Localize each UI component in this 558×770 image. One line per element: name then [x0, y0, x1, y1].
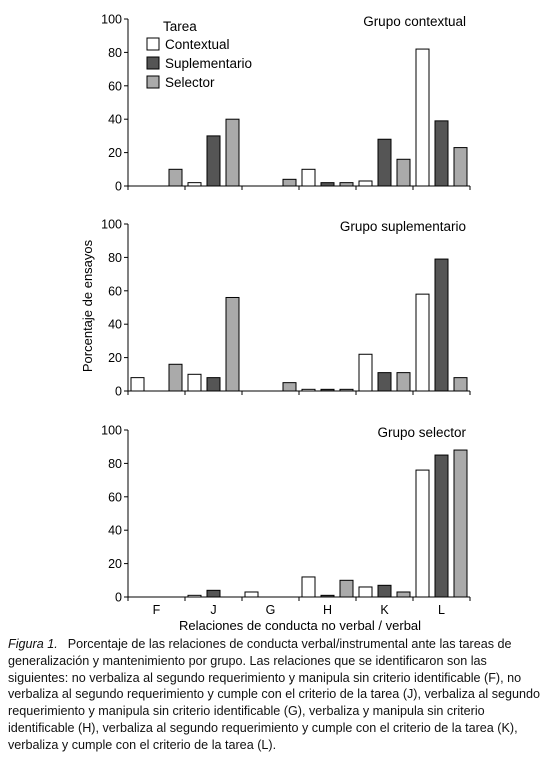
bar-contextual-H — [301, 388, 316, 392]
caption-text: Porcentaje de las relaciones de conducta… — [8, 637, 541, 752]
y-tick-label: 40 — [108, 524, 122, 538]
legend-swatch — [146, 37, 160, 51]
y-tick-label: 100 — [101, 218, 122, 232]
y-tick-label: 80 — [108, 457, 122, 471]
y-tick-label: 40 — [108, 113, 122, 127]
bar-selector-F — [168, 168, 183, 187]
bar-selector-H — [339, 579, 354, 598]
legend-label: Suplementario — [165, 56, 252, 71]
legend: Tarea Contextual Suplementario Selector — [146, 19, 252, 90]
bar-suplementario-J — [206, 135, 221, 187]
bar-selector-K — [396, 158, 411, 187]
bar-suplementario-J — [206, 377, 221, 392]
y-tick-label: 60 — [108, 284, 122, 298]
x-tick-label: K — [380, 603, 389, 617]
y-tick-label: 100 — [101, 13, 122, 27]
bar-selector-H — [339, 388, 354, 392]
y-axis-label: Porcentaje de ensayos — [80, 239, 95, 372]
legend-swatch — [146, 56, 160, 70]
bar-selector-G — [282, 178, 297, 187]
bar-contextual-K — [358, 353, 373, 392]
caption-label: Figura 1. — [8, 637, 58, 651]
legend-swatch — [146, 75, 160, 89]
bar-contextual-F — [130, 377, 145, 392]
y-tick-label: 60 — [108, 490, 122, 504]
y-tick-label: 80 — [108, 251, 122, 265]
bar-suplementario-K — [377, 372, 392, 392]
bar-suplementario-J — [206, 589, 221, 598]
legend-label: Selector — [165, 75, 215, 90]
figure-charts: Porcentaje de ensayos Relaciones de cond… — [80, 13, 471, 632]
x-tick-label: G — [266, 603, 276, 617]
bar-suplementario-K — [377, 138, 392, 187]
bar-selector-K — [396, 372, 411, 392]
bar-suplementario-L — [434, 120, 449, 187]
chart-panels: 0 20 40 60 80 100 Grupo contextual 0 20 40 60 80 100… — [101, 13, 471, 617]
bar-selector-L — [453, 449, 468, 598]
chart-panel-2: 0 20 40 60 80 100 Grupo suplementario — [101, 218, 471, 399]
y-tick-label: 60 — [108, 79, 122, 93]
bar-selector-L — [453, 147, 468, 187]
bar-selector-J — [225, 296, 240, 392]
x-tick-label: J — [210, 603, 216, 617]
y-tick-label: 0 — [115, 591, 122, 605]
legend-title: Tarea — [163, 19, 197, 34]
bar-contextual-H — [301, 576, 316, 598]
y-tick-label: 40 — [108, 318, 122, 332]
x-axis-label: Relaciones de conducta no verbal / verba… — [179, 618, 421, 632]
bar-selector-G — [282, 382, 297, 392]
bar-contextual-L — [415, 293, 430, 392]
bar-selector-L — [453, 377, 468, 392]
bar-suplementario-H — [320, 182, 335, 187]
bar-suplementario-L — [434, 258, 449, 392]
figure-caption: Figura 1. Porcentaje de las relaciones de… — [8, 636, 550, 754]
bar-contextual-H — [301, 168, 316, 187]
bar-contextual-K — [358, 180, 373, 187]
panel-title: Grupo selector — [377, 425, 466, 440]
bar-contextual-J — [187, 373, 202, 392]
y-tick-label: 20 — [108, 146, 122, 160]
x-tick-label: F — [153, 603, 161, 617]
bar-suplementario-H — [320, 594, 335, 598]
bar-selector-J — [225, 118, 240, 187]
y-tick-label: 20 — [108, 557, 122, 571]
bar-contextual-G — [244, 591, 259, 598]
legend-label: Contextual — [165, 37, 230, 52]
bar-contextual-J — [187, 182, 202, 187]
bar-suplementario-K — [377, 584, 392, 598]
y-tick-label: 0 — [115, 385, 122, 399]
chart-panel-3: 0 20 40 60 80 100 F J G H K L Grupo selector — [101, 424, 471, 617]
x-tick-label: H — [323, 603, 332, 617]
bar-contextual-K — [358, 586, 373, 598]
panel-title: Grupo contextual — [363, 14, 466, 29]
bar-contextual-J — [187, 594, 202, 598]
bar-suplementario-H — [320, 388, 335, 392]
y-tick-label: 20 — [108, 351, 122, 365]
bar-suplementario-L — [434, 454, 449, 598]
bar-contextual-L — [415, 469, 430, 598]
x-tick-label: L — [438, 603, 445, 617]
bar-selector-F — [168, 363, 183, 392]
y-tick-label: 100 — [101, 424, 122, 438]
y-tick-label: 80 — [108, 46, 122, 60]
bar-contextual-L — [415, 48, 430, 187]
bar-selector-H — [339, 182, 354, 187]
y-tick-label: 0 — [115, 180, 122, 194]
bar-selector-K — [396, 591, 411, 598]
chart-panel-1: 0 20 40 60 80 100 Grupo contextual — [101, 13, 471, 194]
panel-title: Grupo suplementario — [340, 219, 466, 234]
